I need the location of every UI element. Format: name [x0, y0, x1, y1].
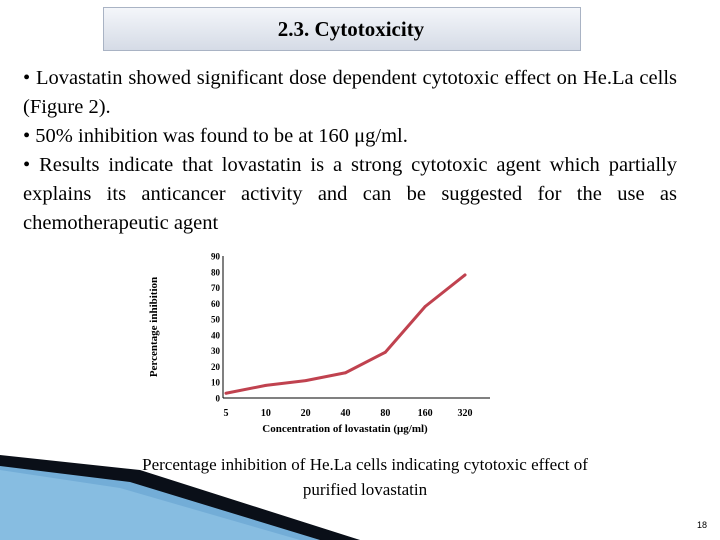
y-tick-label: 10 [211, 378, 221, 388]
caption-line-2: purified lovastatin [302, 480, 428, 499]
y-axis-label: Percentage inhibition [148, 277, 160, 377]
y-tick-label: 80 [211, 267, 221, 277]
x-tick-label: 20 [301, 408, 311, 419]
bullet-item-1: • Lovastatin showed significant dose dep… [23, 67, 677, 118]
x-tick-label: 320 [458, 408, 473, 419]
x-tick-labels: 5 10 20 40 80 160 320 [224, 408, 473, 419]
y-tick-label: 90 [211, 252, 221, 262]
swoosh-dark-band [0, 455, 360, 540]
x-axis-label: Concentration of lovastatin (μg/ml) [262, 423, 428, 435]
series-line [224, 273, 467, 395]
caption-line-1: Percentage inhibition of He.La cells ind… [142, 455, 588, 474]
x-tick-label: 40 [341, 408, 351, 419]
figure-caption: Percentage inhibition of He.La cells ind… [80, 452, 650, 502]
bullet-item-2: • 50% inhibition was found to be at 160 … [23, 125, 408, 147]
x-tick-label: 10 [261, 408, 271, 419]
bullet-list: • Lovastatin showed significant dose dep… [23, 64, 677, 238]
y-tick-labels: 0 10 20 30 40 50 60 70 80 90 [211, 252, 221, 404]
slide-title-box: 2.3. Cytotoxicity [103, 7, 581, 51]
slide-title: 2.3. Cytotoxicity [277, 16, 425, 41]
data-point [264, 383, 268, 387]
y-tick-label: 40 [211, 330, 221, 340]
x-tick-label: 160 [418, 408, 433, 419]
y-tick-label: 60 [211, 299, 221, 309]
page-number: 18 [696, 520, 707, 530]
swoosh-mid-band [0, 470, 300, 540]
data-point [463, 273, 467, 277]
chart-axes [222, 256, 490, 399]
y-tick-label: 0 [216, 394, 221, 404]
data-point [344, 371, 347, 375]
data-point [423, 305, 427, 308]
series-lines [224, 273, 467, 395]
y-tick-label: 20 [211, 362, 221, 372]
y-tick-label: 50 [211, 315, 221, 325]
data-point [224, 391, 228, 395]
x-tick-label: 80 [380, 408, 390, 419]
data-point [304, 379, 308, 383]
x-tick-label: 5 [224, 408, 229, 419]
data-point [383, 350, 387, 354]
y-tick-label: 70 [211, 283, 221, 293]
bullet-item-3: • Results indicate that lovastatin is a … [23, 154, 677, 234]
y-tick-label: 30 [211, 346, 221, 356]
